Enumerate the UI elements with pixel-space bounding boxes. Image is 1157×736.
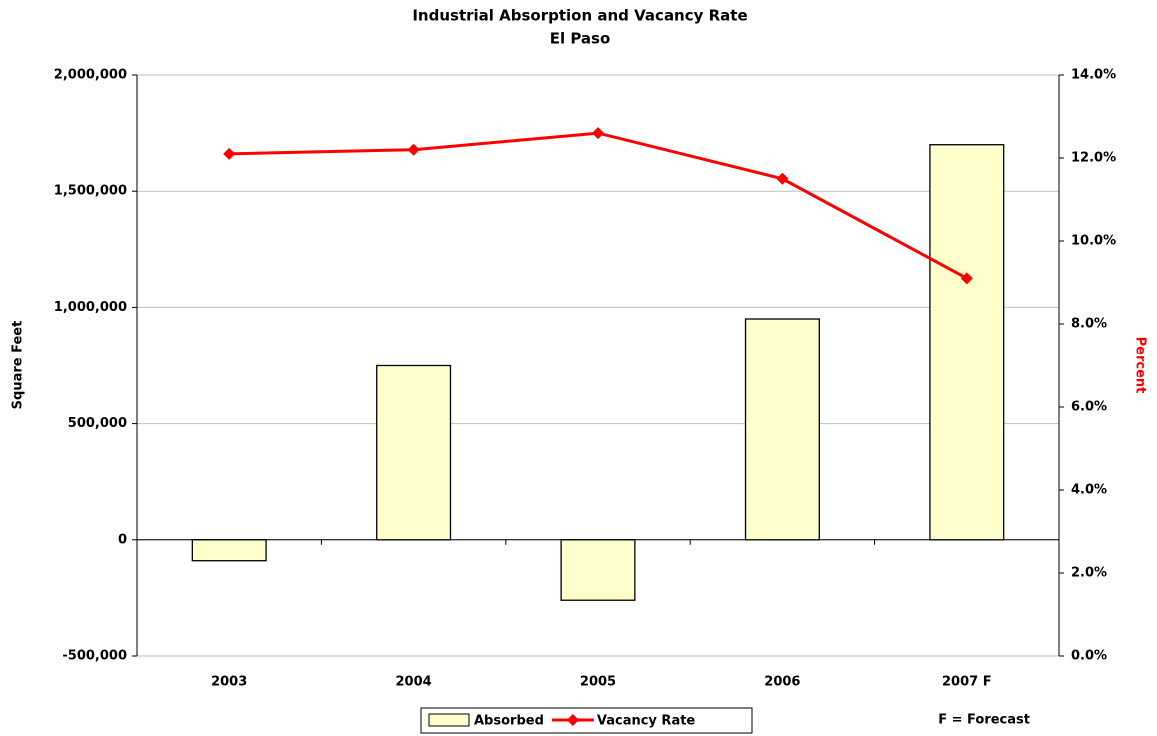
bar: [376, 364, 452, 541]
y2-tick-label: 6.0%: [1071, 400, 1107, 415]
marker: [223, 147, 236, 160]
chart-subtitle: El Paso: [550, 30, 611, 48]
y2-tick-label: 2.0%: [1071, 566, 1107, 581]
x-tick-label: 2005: [580, 675, 616, 690]
marker: [960, 272, 973, 285]
bar: [191, 539, 267, 562]
y2-tick-label: 4.0%: [1071, 483, 1107, 498]
y2-tick-label: 10.0%: [1071, 234, 1116, 249]
y-tick-label: -500,000: [62, 649, 127, 664]
marker: [407, 143, 420, 156]
y-axis-label: Square Feet: [11, 321, 26, 410]
x-tick-label: 2003: [211, 675, 247, 690]
chart-title: Industrial Absorption and Vacancy Rate: [412, 7, 747, 25]
legend-swatch: [428, 713, 470, 727]
bar: [744, 318, 820, 541]
y2-axis-label: Percent: [1133, 337, 1148, 394]
y2-tick-label: 8.0%: [1071, 317, 1107, 332]
x-tick-label: 2006: [764, 675, 800, 690]
y2-tick-label: 14.0%: [1071, 68, 1116, 83]
marker: [776, 172, 789, 185]
annotation: F = Forecast: [938, 713, 1030, 728]
legend-label: Vacancy Rate: [597, 714, 696, 729]
marker: [592, 127, 604, 140]
y-tick-label: 1,500,000: [54, 184, 127, 199]
y-tick-label: 1,000,000: [54, 300, 127, 315]
y2-tick-label: 12.0%: [1071, 151, 1116, 166]
y2-tick-label: 0.0%: [1071, 649, 1107, 664]
y-tick-label: 500,000: [68, 416, 127, 431]
bar: [560, 539, 636, 601]
line: [229, 131, 968, 280]
y-tick-label: 0: [118, 532, 127, 547]
bar: [929, 144, 1005, 541]
x-tick-label: 2007 F: [942, 675, 992, 690]
legend-label: Absorbed: [474, 714, 544, 729]
legend-marker: [566, 714, 579, 726]
x-tick-label: 2004: [396, 675, 432, 690]
y-tick-label: 2,000,000: [54, 68, 127, 83]
